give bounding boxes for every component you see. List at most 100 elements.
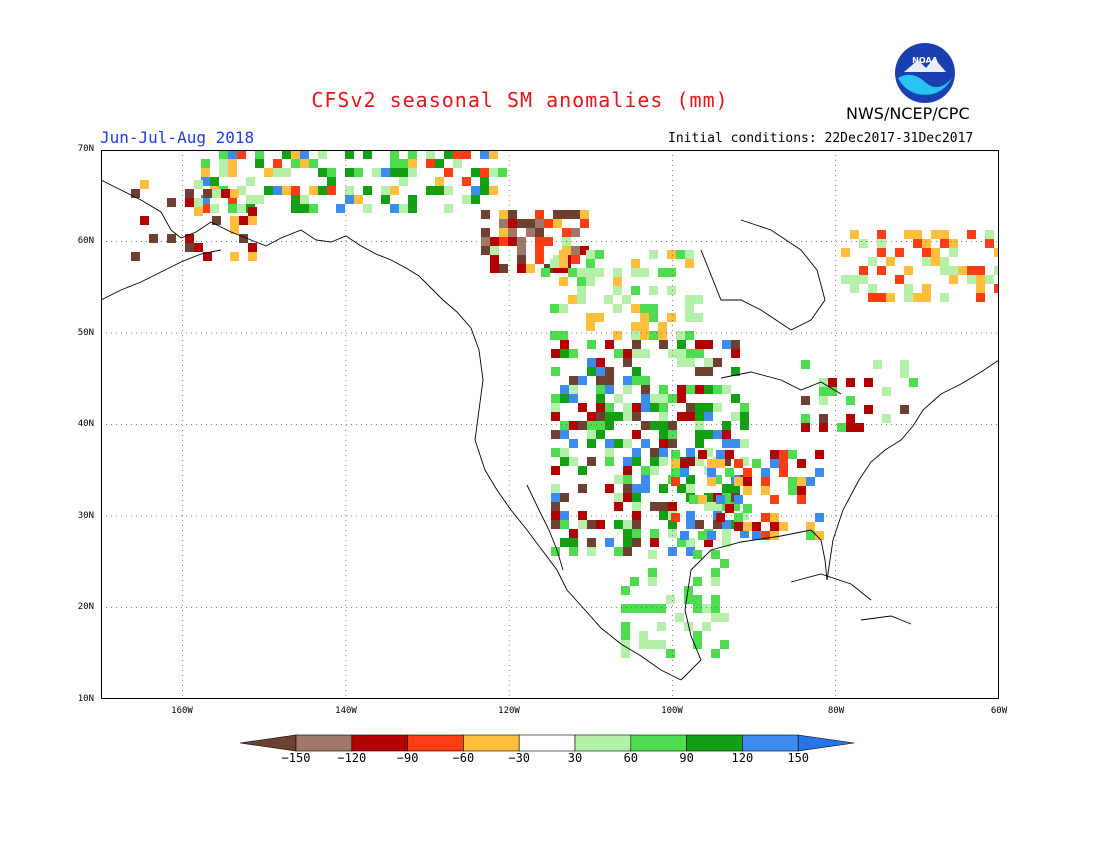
anomaly-cell — [864, 378, 873, 387]
anomaly-cell — [203, 189, 212, 198]
anomaly-cell — [560, 430, 569, 439]
colorbar-label: −120 — [337, 751, 367, 765]
anomaly-cell — [230, 225, 239, 234]
anomaly-cell — [569, 376, 578, 385]
anomaly-cell — [282, 168, 291, 177]
anomaly-cell — [560, 538, 569, 547]
initial-conditions-label: Initial conditions: 22Dec2017-31Dec2017 — [668, 131, 974, 146]
anomaly-cell — [623, 457, 632, 466]
anomaly-cell — [734, 513, 743, 522]
anomaly-cell — [560, 493, 569, 502]
anomaly-cell — [623, 484, 632, 493]
anomaly-cell — [499, 219, 508, 228]
anomaly-cell — [614, 520, 623, 529]
anomaly-cell — [704, 448, 713, 457]
colorbar-box — [463, 734, 520, 752]
anomaly-cell — [806, 477, 815, 486]
anomaly-cell — [931, 257, 940, 266]
gulf-coast — [680, 529, 828, 681]
anomaly-cell — [904, 230, 913, 239]
anomaly-cell — [381, 195, 390, 204]
anomaly-cell — [237, 204, 246, 213]
anomaly-cell — [345, 195, 354, 204]
anomaly-cell — [194, 180, 203, 189]
anomaly-cell — [621, 649, 630, 658]
colorbar-box — [295, 734, 353, 752]
anomaly-cell — [569, 385, 578, 394]
anomaly-cell — [949, 275, 958, 284]
anomaly-cell — [659, 457, 668, 466]
anomaly-cell — [630, 604, 639, 613]
anomaly-cell — [480, 168, 489, 177]
anomaly-cell — [667, 313, 676, 322]
anomaly-cell — [291, 195, 300, 204]
anomaly-cell — [140, 216, 149, 225]
lon-label-120w: 120W — [498, 706, 520, 716]
anomaly-cell — [131, 252, 140, 261]
anomaly-cell — [517, 219, 526, 228]
anomaly-cell — [671, 468, 680, 477]
anomaly-cell — [740, 511, 749, 520]
anomaly-cell — [734, 522, 743, 531]
west-coast — [470, 327, 682, 681]
anomaly-cell — [704, 493, 713, 502]
anomaly-cell — [868, 284, 877, 293]
anomaly-cell — [551, 448, 560, 457]
anomaly-cell — [562, 210, 571, 219]
anomaly-cell — [659, 412, 668, 421]
anomaly-cell — [659, 403, 668, 412]
anomaly-cell — [508, 228, 517, 237]
anomaly-cell — [390, 159, 399, 168]
anomaly-cell — [752, 522, 761, 531]
colorbar-box — [518, 734, 576, 752]
anomaly-cell — [499, 264, 508, 273]
anomaly-cell — [623, 520, 632, 529]
anomaly-cell — [658, 331, 667, 340]
anomaly-cell — [363, 204, 372, 213]
anomaly-cell — [560, 385, 569, 394]
anomaly-cell — [877, 239, 886, 248]
anomaly-cell — [577, 268, 586, 277]
anomaly-cell — [596, 520, 605, 529]
anomaly-cell — [693, 604, 702, 613]
anomaly-cell — [666, 649, 675, 658]
anomaly-cell — [659, 439, 668, 448]
anomaly-cell — [444, 204, 453, 213]
anomaly-cell — [499, 210, 508, 219]
anomaly-cell — [444, 150, 453, 159]
anomaly-cell — [668, 394, 677, 403]
anomaly-cell — [623, 412, 632, 421]
anomaly-cell — [671, 513, 680, 522]
anomaly-cell — [481, 237, 490, 246]
anomaly-cell — [264, 186, 273, 195]
anomaly-cell — [586, 268, 595, 277]
anomaly-cell — [248, 207, 257, 216]
anomaly-cell — [731, 349, 740, 358]
anomaly-cell — [725, 468, 734, 477]
anomaly-cell — [734, 459, 743, 468]
anomaly-cell — [614, 493, 623, 502]
colorbar-label: −30 — [508, 751, 531, 765]
anomaly-cell — [713, 430, 722, 439]
anomaly-cell — [704, 403, 713, 412]
anomaly-cell — [725, 450, 734, 459]
great-lakes — [720, 371, 842, 395]
anomaly-cell — [239, 216, 248, 225]
anomaly-cell — [560, 349, 569, 358]
anomaly-cell — [498, 168, 507, 177]
anomaly-cell — [613, 277, 622, 286]
lat-label-70n: 70N — [77, 144, 94, 154]
anomaly-cell — [686, 412, 695, 421]
anomaly-cell — [659, 484, 668, 493]
anomaly-cell — [722, 340, 731, 349]
anomaly-cell — [850, 230, 859, 239]
colorbar-box — [686, 734, 743, 752]
anomaly-cell — [587, 412, 596, 421]
anomaly-cell — [666, 595, 675, 604]
anomaly-cell — [559, 304, 568, 313]
anomaly-cell — [318, 186, 327, 195]
anomaly-cell — [255, 195, 264, 204]
anomaly-cell — [740, 421, 749, 430]
anomaly-cell — [201, 195, 210, 204]
anomaly-cell — [855, 423, 864, 432]
